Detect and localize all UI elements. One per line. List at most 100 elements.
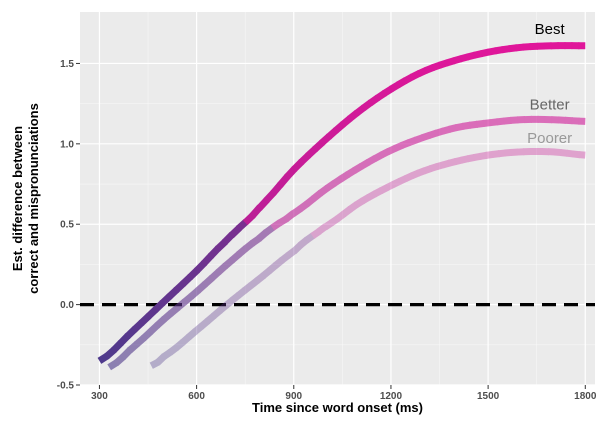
series-segment	[504, 120, 512, 121]
series-segment	[334, 179, 342, 184]
series-segment	[368, 158, 376, 162]
series-segment	[488, 51, 496, 52]
series-segment	[419, 70, 427, 74]
series-segment	[350, 204, 357, 209]
series-segment	[99, 356, 107, 361]
series-segment	[463, 125, 471, 126]
series-segment	[509, 48, 517, 49]
series-segment	[312, 231, 319, 236]
series-segment	[470, 124, 478, 125]
y-axis-title-line-2: correct and mispronunciations	[26, 103, 41, 294]
series-segment	[207, 315, 214, 321]
series-segment	[337, 214, 344, 219]
series-segment	[433, 65, 441, 68]
series-segment	[306, 198, 314, 204]
series-segment	[483, 123, 491, 124]
series-segment	[201, 321, 208, 327]
series-segment	[560, 152, 567, 153]
series-segment	[498, 153, 505, 154]
series-segment	[272, 222, 280, 227]
series-segment	[449, 161, 456, 163]
series-segment	[374, 155, 382, 159]
series-segment	[486, 154, 493, 155]
series-segment	[356, 201, 363, 205]
series-segment	[219, 305, 226, 311]
series-segment	[151, 362, 158, 366]
series-segment	[188, 331, 195, 337]
series-segment	[408, 140, 416, 143]
series-segment	[170, 347, 177, 352]
series-segment	[481, 52, 489, 54]
series-segment	[381, 151, 389, 155]
series-segment	[213, 310, 220, 316]
series-segment	[257, 275, 264, 281]
series-segment	[306, 235, 313, 240]
series-segment	[554, 152, 561, 153]
series-segment	[388, 148, 396, 152]
series-segment	[523, 47, 531, 48]
y-tick-label: 1.5	[60, 59, 74, 70]
x-tick-label: 600	[188, 391, 205, 402]
series-segment	[281, 255, 288, 261]
series-segment	[279, 218, 287, 223]
y-axis-title-line-1: Est. difference between	[10, 126, 25, 271]
series-segment	[343, 209, 350, 214]
series-segment	[331, 218, 338, 223]
series-segment	[176, 342, 183, 348]
series-segment	[300, 240, 307, 246]
series-segment	[474, 156, 481, 157]
series-label-best: Best	[535, 21, 566, 38]
series-segment	[430, 166, 437, 168]
series-segment	[286, 213, 294, 219]
series-segment	[195, 326, 202, 332]
series-segment	[474, 53, 482, 55]
series-segment	[443, 163, 450, 165]
series-segment	[460, 57, 468, 59]
series-segment	[313, 193, 321, 199]
series-segment	[480, 155, 487, 156]
series-segment	[354, 166, 362, 171]
series-segment	[293, 209, 301, 214]
series-segment	[467, 55, 475, 57]
series-segment	[266, 227, 274, 233]
series-segment	[573, 154, 580, 155]
series-segment	[361, 162, 369, 167]
series-label-better: Better	[530, 96, 570, 113]
series-segment	[456, 126, 464, 128]
series-segment	[415, 138, 423, 141]
y-tick-label: 1.0	[60, 139, 74, 150]
series-segment	[269, 265, 276, 271]
y-tick-label: 0.5	[60, 220, 74, 231]
series-segment	[349, 113, 357, 119]
series-segment	[263, 270, 270, 276]
series-segment	[510, 120, 518, 121]
series-segment	[405, 175, 412, 178]
series-label-poorer: Poorer	[527, 130, 572, 147]
series-segment	[440, 63, 448, 66]
series-segment	[238, 290, 245, 296]
y-tick-label: -0.5	[57, 381, 75, 392]
series-segment	[426, 67, 434, 70]
series-segment	[446, 61, 454, 63]
series-segment	[429, 133, 437, 136]
y-tick-label: 0.0	[60, 300, 74, 311]
x-tick-label: 1500	[477, 391, 500, 402]
series-segment	[398, 80, 406, 85]
series-segment	[497, 121, 505, 122]
series-segment	[449, 127, 457, 129]
series-segment	[424, 168, 431, 170]
series-segment	[245, 243, 253, 249]
series-segment	[320, 188, 328, 194]
series-segment	[157, 356, 164, 363]
series-segment	[395, 145, 403, 148]
series-segment	[294, 245, 301, 252]
series-segment	[502, 49, 510, 50]
series-segment	[495, 50, 503, 51]
x-axis-title: Time since word onset (ms)	[252, 400, 423, 415]
series-segment	[505, 152, 512, 153]
series-segment	[391, 84, 399, 89]
series-segment	[476, 123, 484, 124]
y-axis-ticks: -0.5 0.0 0.5 1.0 1.5	[57, 59, 80, 392]
series-segment	[418, 171, 425, 174]
series-segment	[461, 159, 468, 161]
